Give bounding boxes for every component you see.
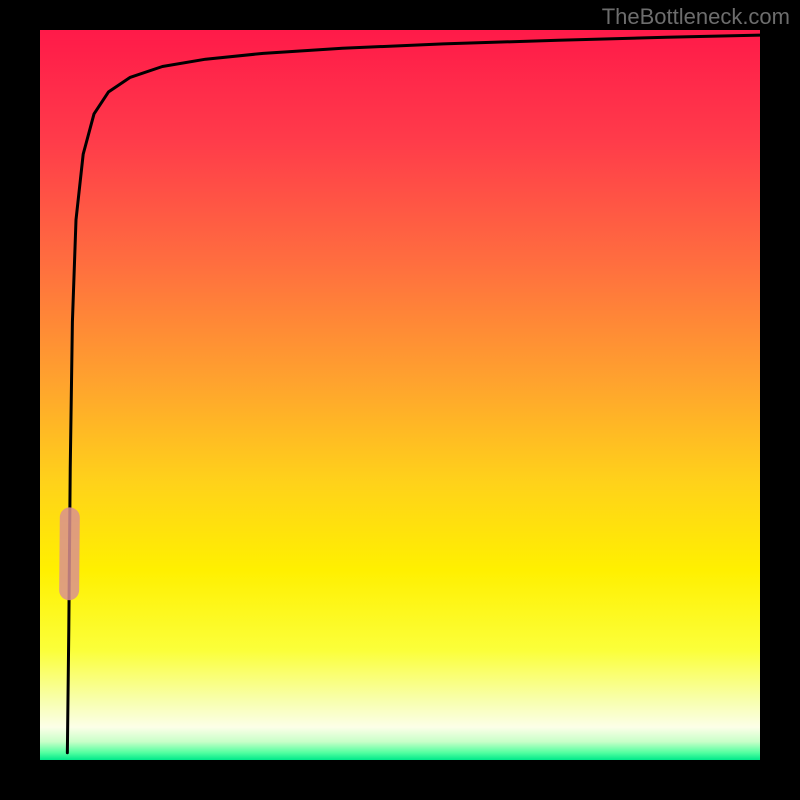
- highlight-capsule: [59, 507, 80, 600]
- watermark-text: TheBottleneck.com: [602, 4, 790, 30]
- plot-background: [40, 30, 760, 760]
- bottleneck-chart: [0, 0, 800, 800]
- chart-container: TheBottleneck.com: [0, 0, 800, 800]
